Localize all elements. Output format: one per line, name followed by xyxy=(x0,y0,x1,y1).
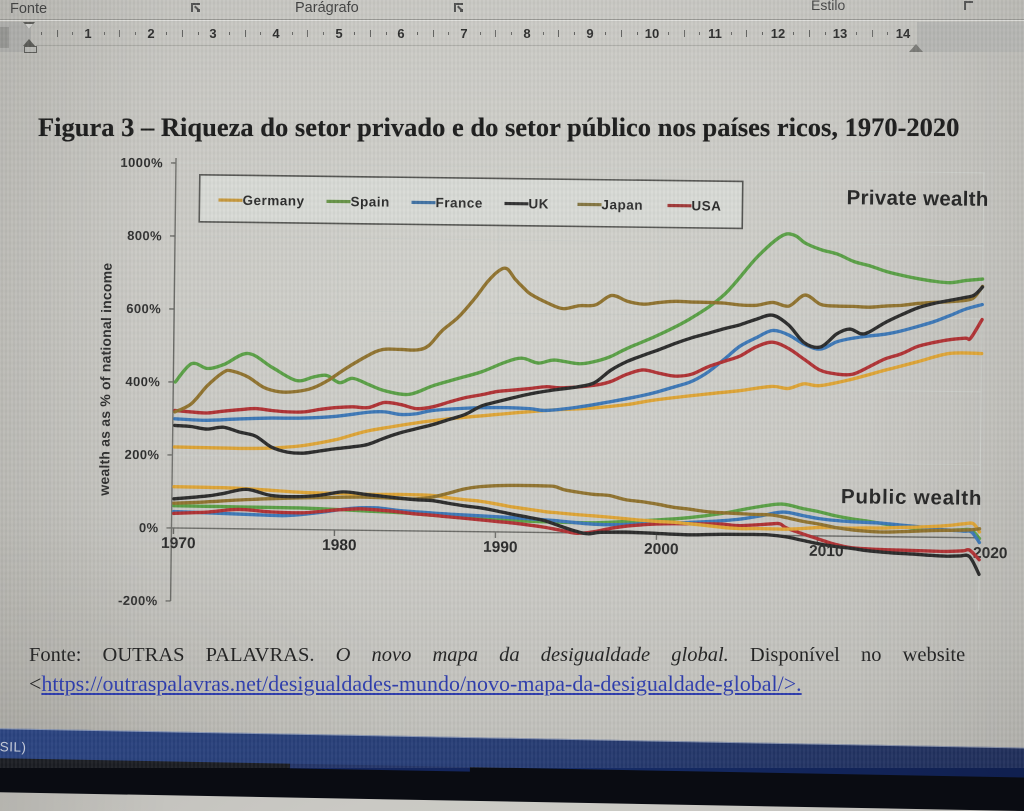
svg-text:Spain: Spain xyxy=(350,194,389,209)
svg-text:400%: 400% xyxy=(125,374,160,389)
svg-text:Japan: Japan xyxy=(601,197,643,213)
svg-text:Germany: Germany xyxy=(242,193,304,209)
svg-text:1980: 1980 xyxy=(322,537,357,554)
svg-text:Private wealth: Private wealth xyxy=(846,186,988,211)
svg-text:1970: 1970 xyxy=(161,535,196,552)
svg-text:800%: 800% xyxy=(127,228,162,243)
svg-text:0%: 0% xyxy=(139,520,159,535)
svg-text:-200%: -200% xyxy=(118,593,158,608)
svg-text:USA: USA xyxy=(691,198,721,213)
svg-text:1990: 1990 xyxy=(483,539,518,556)
svg-text:France: France xyxy=(435,195,482,211)
svg-text:wealth as as % of national inc: wealth as as % of national income xyxy=(96,263,115,497)
svg-text:Public wealth: Public wealth xyxy=(841,485,983,510)
svg-text:2000: 2000 xyxy=(644,541,679,558)
svg-text:600%: 600% xyxy=(126,301,161,316)
svg-text:1000%: 1000% xyxy=(120,155,163,171)
svg-text:UK: UK xyxy=(528,196,549,211)
svg-text:200%: 200% xyxy=(124,447,159,462)
